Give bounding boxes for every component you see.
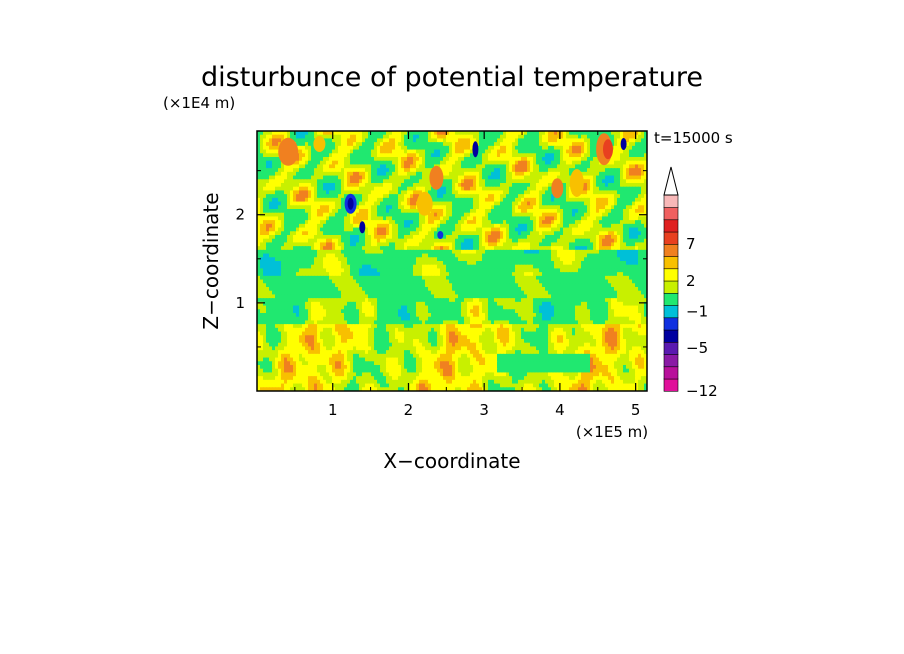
colorbar-swatch <box>663 194 679 208</box>
colorbar-swatch <box>663 206 679 221</box>
time-label: t=15000 s <box>654 129 733 147</box>
x-tick-label: 1 <box>328 401 338 419</box>
colorbar-swatch <box>663 243 679 257</box>
colorbar-swatch <box>663 268 679 282</box>
plot-frame <box>256 130 648 392</box>
colorbar-swatch <box>663 378 679 392</box>
x-tick-label: 2 <box>404 401 414 419</box>
y-axis-label: Z−coordinate <box>199 192 223 329</box>
x-tick-label: 3 <box>479 401 489 419</box>
colorbar-tick-label: −12 <box>686 382 718 400</box>
colorbar-swatch <box>663 280 679 294</box>
y-tick-label: 2 <box>235 206 245 224</box>
colorbar-swatch <box>663 304 679 319</box>
x-tick-label: 5 <box>631 401 641 419</box>
y-axis: 12 <box>235 170 647 348</box>
y-unit-label: (×1E4 m) <box>163 94 235 112</box>
colorbar: −12−5−127 <box>663 166 718 400</box>
colorbar-swatch <box>663 353 679 368</box>
colorbar-swatch <box>663 292 679 306</box>
colorbar-tick-label: 2 <box>686 272 696 290</box>
x-axis-label: X−coordinate <box>383 449 520 473</box>
colorbar-extend-arrow <box>663 166 679 196</box>
colorbar-swatch <box>663 231 679 245</box>
colorbar-swatch <box>663 341 679 355</box>
y-tick-label: 1 <box>235 294 245 312</box>
x-unit-label: (×1E5 m) <box>576 423 648 441</box>
colorbar-swatch <box>663 219 679 233</box>
chart-title: disturbunce of potential temperature <box>201 62 703 93</box>
colorbar-swatch <box>663 329 679 343</box>
colorbar-tick-label: −1 <box>686 302 708 320</box>
colorbar-swatch <box>663 366 679 380</box>
contour-field <box>257 131 647 391</box>
colorbar-tick-label: −5 <box>686 339 708 357</box>
colorbar-swatch <box>663 317 679 331</box>
x-tick-label: 4 <box>555 401 565 419</box>
colorbar-tick-label: 7 <box>686 235 696 253</box>
colorbar-swatch <box>663 255 679 270</box>
x-axis: 1 2 3 4 5 <box>294 131 641 419</box>
